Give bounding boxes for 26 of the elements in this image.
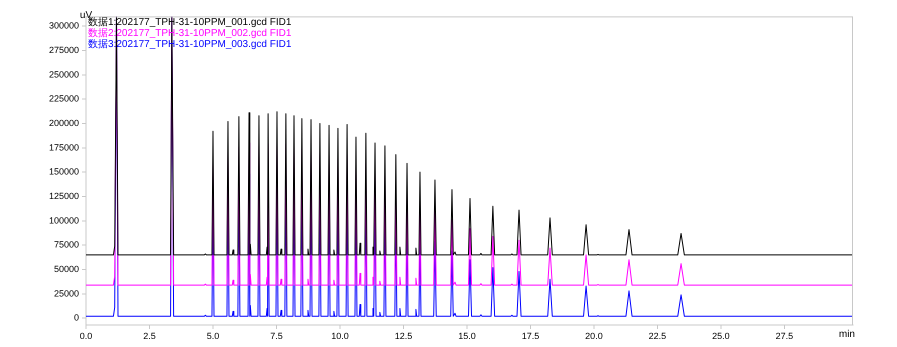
x-tick-label: 5.0 [206, 330, 220, 341]
y-tick-label: 100000 [48, 215, 79, 226]
y-tick-label: 150000 [48, 166, 79, 177]
x-axis-title: min [838, 328, 855, 340]
y-tick-label: 200000 [48, 118, 79, 128]
y-tick-label: 275000 [48, 44, 79, 55]
y-tick-label: 0 [74, 312, 79, 323]
x-tick-label: 0.0 [80, 330, 92, 341]
y-tick-label: 75000 [54, 240, 79, 250]
x-tick-label: 22.5 [648, 330, 666, 341]
x-tick-label: 10.0 [331, 330, 349, 341]
y-tick-label: 25000 [54, 288, 79, 298]
y-tick-label: 250000 [48, 69, 79, 80]
x-tick-label: 20.0 [585, 330, 603, 341]
x-tick-label: 7.5 [270, 330, 283, 341]
x-tick-label: 17.5 [522, 330, 540, 341]
y-tick-label: 175000 [48, 142, 79, 152]
x-tick-label: 12.5 [394, 330, 412, 341]
x-tick-label: 15.0 [458, 330, 476, 341]
y-tick-label: 125000 [48, 190, 79, 201]
y-tick-label: 225000 [48, 94, 79, 104]
x-tick-label: 25.0 [712, 330, 730, 341]
y-tick-label: 300000 [48, 20, 79, 31]
y-tick-label: 50000 [54, 264, 79, 274]
x-tick-label: 27.5 [776, 330, 794, 341]
x-tick-label: 2.5 [143, 330, 156, 341]
